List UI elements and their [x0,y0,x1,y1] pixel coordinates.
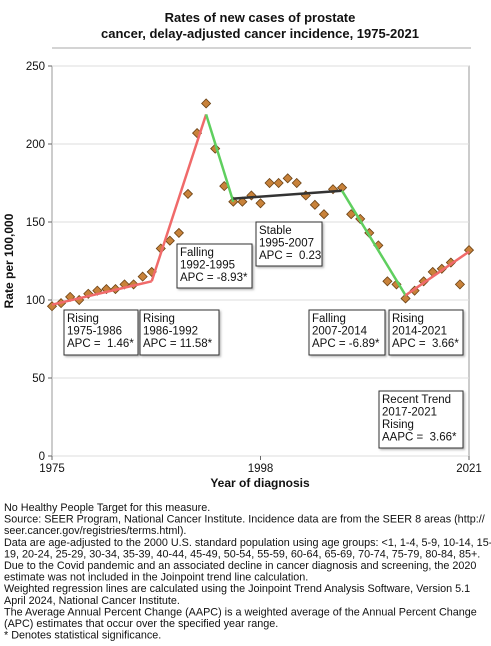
footnote: April 2024, National Cancer Institute. [4,595,180,607]
data-point [173,227,184,238]
footnote: Weighted regression lines are calculated… [4,583,470,595]
data-point [409,285,420,296]
annotation-text: AAPC = 3.66* [382,432,457,444]
annotation-text: Rising [392,313,424,325]
data-point [400,293,411,304]
trend-line [233,189,343,200]
annotation-text: APC = 0.23 [259,250,321,262]
annotation-text: Stable [259,225,292,237]
trend-line [404,250,470,297]
data-point [255,198,266,209]
footnote: Data are age-adjusted to the 2000 U.S. s… [4,537,491,549]
annotation-text: 1986-1992 [143,326,198,338]
annotation-text: Falling [312,313,346,325]
annotation-text: Rising [382,419,414,431]
trend-line [341,190,407,296]
annotation-box [63,309,139,356]
chart-title: Rates of new cases of prostate [165,10,356,25]
footnote: (APC) estimates that occur over the spec… [4,618,278,630]
x-axis-title: Year of diagnosis [210,476,310,490]
chart-title: cancer, delay-adjusted cancer incidence,… [101,26,419,41]
annotation-text: 1975-1986 [67,326,122,338]
annotation-text: 1992-1995 [180,260,235,272]
data-point [210,143,221,154]
y-tick-label: 50 [32,373,45,385]
y-tick-label: 250 [26,61,45,73]
data-point [264,177,275,189]
y-tick-label: 100 [26,295,45,307]
annotation-text: APC = 1.46* [67,338,134,350]
annotation-box [378,390,464,449]
data-point [291,177,302,189]
data-point [454,279,466,290]
annotation-text: Falling [180,247,214,259]
annotation-text: 2017-2021 [382,407,437,419]
annotation-text: 2014-2021 [392,326,447,338]
annotation-text: Rising [143,313,175,325]
footnote: 19, 20-24, 25-29, 30-34, 35-39, 40-44, 4… [4,548,480,560]
annotation-text: APC = -8.93* [180,272,248,284]
footnote: estimate was not included in the Joinpoi… [4,572,308,584]
footnote: Due to the Covid pandemic and an associa… [4,560,476,572]
data-point [273,177,284,189]
x-tick-label: 1975 [39,463,65,475]
data-point [182,188,194,199]
data-point [137,271,148,282]
annotation-box [176,243,253,289]
annotation-text: APC = 3.66* [392,338,459,350]
annotation-text: Rising [67,313,99,325]
annotation-box [139,309,220,356]
annotation-box [255,221,323,267]
data-point [237,196,248,207]
footnote: Source: SEER Program, National Cancer In… [4,514,485,526]
trend-line [204,113,235,203]
footnote: seer.cancer.gov/registries/terms.html). [4,525,186,537]
x-tick-label: 1998 [248,463,274,475]
annotation-box [388,309,464,356]
annotation-text: Recent Trend [382,394,451,406]
data-point [282,173,293,184]
annotation-box [308,309,386,356]
annotation-text: APC = 11.58* [143,338,213,350]
y-tick-label: 200 [26,139,45,151]
data-point [164,235,175,246]
x-tick-label: 2021 [456,463,482,475]
annotation-text: APC = -6.89* [312,338,380,350]
trend-line [150,113,208,282]
footnote: The Average Annual Percent Change (AAPC)… [4,606,477,618]
data-point [318,209,330,220]
footnote: No Healthy People Target for this measur… [4,502,210,514]
data-point [309,199,320,210]
annotation-text: 2007-2014 [312,326,368,338]
y-axis-title: Rate per 100,000 [2,213,16,308]
trend-line [51,280,153,306]
data-point [382,276,393,287]
y-tick-label: 150 [26,217,45,229]
data-point [201,98,212,109]
footnote: * Denotes statistical significance. [4,630,161,642]
y-tick-label: 0 [39,451,45,463]
annotation-text: 1995-2007 [259,238,314,250]
